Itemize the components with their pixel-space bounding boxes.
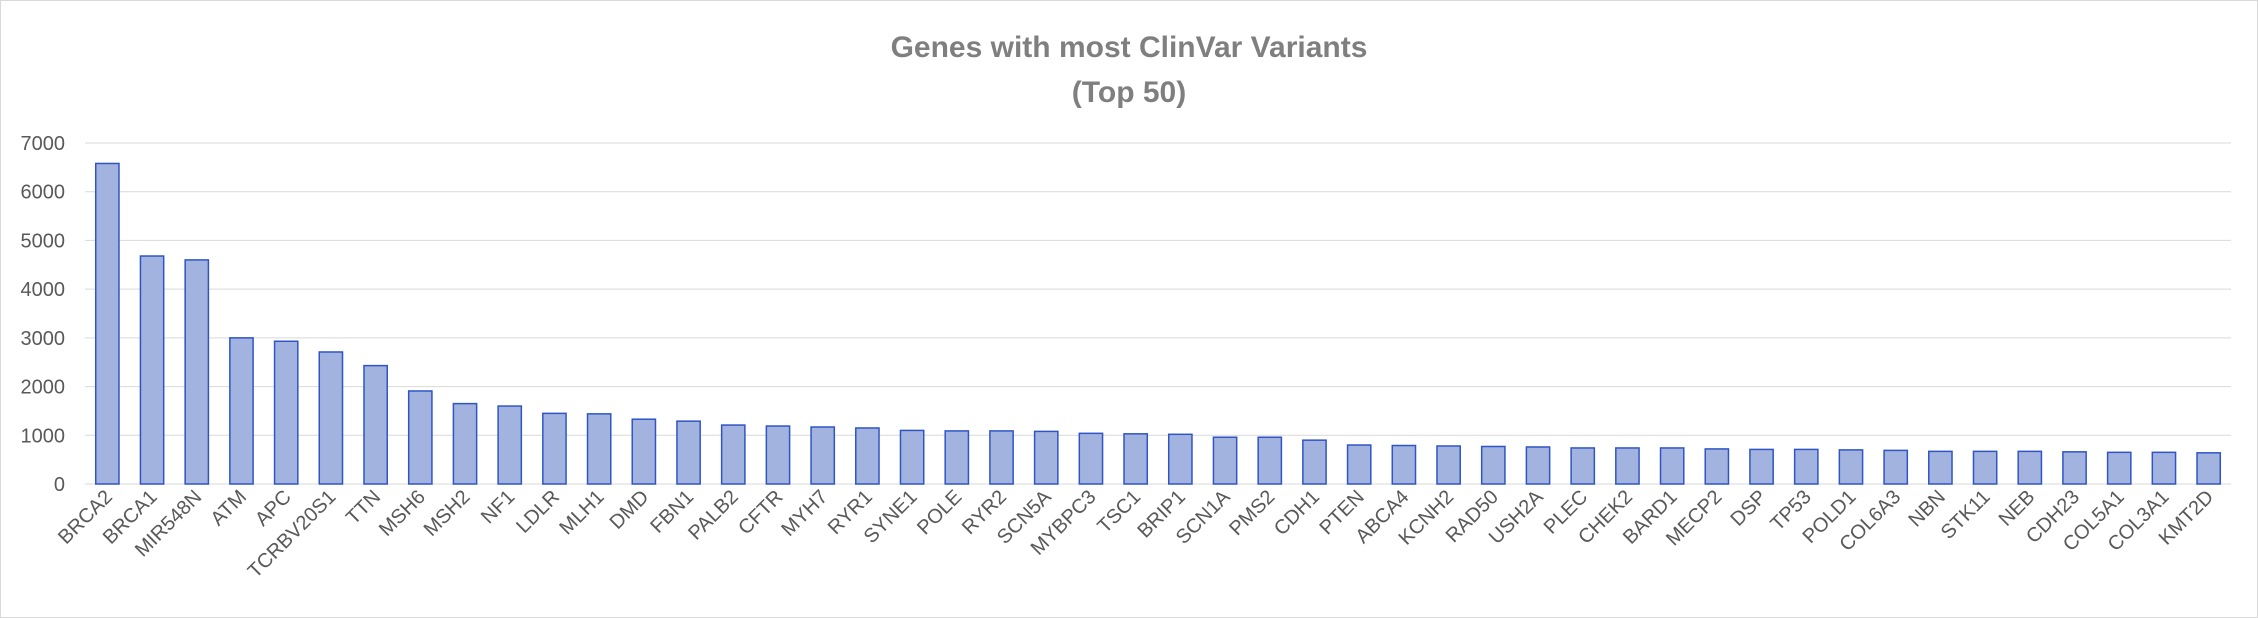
bar-pole — [944, 430, 970, 485]
x-tick-label: DMD — [606, 486, 654, 534]
x-tick-label: PMS2 — [1225, 486, 1279, 540]
bar-cdh1 — [1302, 439, 1327, 485]
y-tick-label: 0 — [54, 474, 65, 496]
x-tick-label: CFTR — [734, 486, 787, 539]
y-tick-label: 1000 — [21, 425, 66, 447]
x-tick-label: MSH2 — [420, 486, 475, 541]
bar-syne1 — [899, 429, 925, 485]
bar-nbn — [1928, 450, 1953, 485]
chart-title-line-2: (Top 50) — [1072, 76, 1186, 109]
bar-scn1a — [1212, 436, 1238, 485]
chart-title-line-1: Genes with most ClinVar Variants — [891, 31, 1368, 64]
y-tick-label: 2000 — [21, 377, 66, 399]
bar-kmt2d — [2196, 452, 2222, 485]
bar-col6a3 — [1883, 449, 1909, 485]
bar-kcnh2 — [1436, 445, 1461, 485]
bar-palb2 — [720, 424, 746, 485]
bar-rad50 — [1480, 445, 1506, 485]
x-tick-label: STK11 — [1937, 486, 1995, 544]
bar-msh2 — [452, 402, 478, 485]
y-tick-label: 6000 — [21, 182, 66, 204]
bar-fbn1 — [676, 420, 701, 485]
bar-atm — [229, 337, 254, 485]
bar-dmd — [631, 418, 657, 485]
bar-mir548n — [184, 259, 210, 485]
bar-cftr — [765, 425, 791, 485]
y-tick-label: 3000 — [21, 328, 66, 350]
bar-tcrbv20s1 — [318, 351, 344, 485]
x-tick-label: LDLR — [512, 486, 564, 538]
bar-msh6 — [407, 390, 433, 485]
bar-cdh23 — [2062, 451, 2087, 485]
bar-myh7 — [810, 426, 836, 485]
x-tick-label: MSH6 — [375, 486, 430, 541]
bar-ldlr — [542, 412, 567, 485]
y-tick-label: 7000 — [21, 133, 66, 155]
bar-plec — [1570, 447, 1596, 485]
bar-pms2 — [1257, 436, 1283, 485]
bar-scn5a — [1033, 430, 1059, 485]
bar-stk11 — [1972, 450, 1998, 485]
bar-mecp2 — [1704, 448, 1730, 485]
bar-pold1 — [1838, 449, 1864, 485]
bar-col5a1 — [2106, 451, 2132, 485]
x-tick-label: POLE — [913, 486, 966, 539]
bar-abca4 — [1391, 444, 1417, 485]
x-tick-label: MLH1 — [555, 486, 608, 539]
bar-neb — [2017, 450, 2043, 485]
bar-brca1 — [139, 255, 165, 485]
bar-brca2 — [94, 162, 120, 485]
y-tick-label: 5000 — [21, 230, 66, 252]
x-tick-label: ATM — [207, 486, 251, 530]
bar-ush2a — [1525, 446, 1551, 485]
x-tick-label: MYH7 — [777, 486, 832, 541]
bar-apc — [273, 340, 299, 485]
bar-bard1 — [1659, 447, 1685, 485]
x-tick-label: PALB2 — [684, 486, 743, 545]
bar-brip1 — [1167, 433, 1193, 485]
bar-pten — [1346, 444, 1372, 485]
bar-tsc1 — [1123, 433, 1149, 485]
bars — [94, 162, 2222, 485]
bar-col3a1 — [2151, 451, 2177, 485]
gridlines — [85, 142, 2231, 485]
x-tick-label: CDH1 — [1270, 486, 1324, 540]
bar-nf1 — [497, 405, 523, 485]
x-tick-label: DSP — [1726, 486, 1771, 531]
bar-mybpc3 — [1078, 432, 1104, 485]
bar-chek2 — [1615, 447, 1640, 485]
bar-ryr1 — [855, 427, 880, 485]
bar-ryr2 — [989, 430, 1014, 485]
bar-mlh1 — [586, 413, 612, 485]
bar-dsp — [1749, 448, 1774, 485]
y-axis-ticks: 0 1000 2000 3000 4000 5000 6000 7000 — [21, 133, 66, 496]
bar-ttn — [363, 364, 388, 485]
y-tick-label: 4000 — [21, 279, 66, 301]
bar-tp53 — [1793, 448, 1819, 485]
